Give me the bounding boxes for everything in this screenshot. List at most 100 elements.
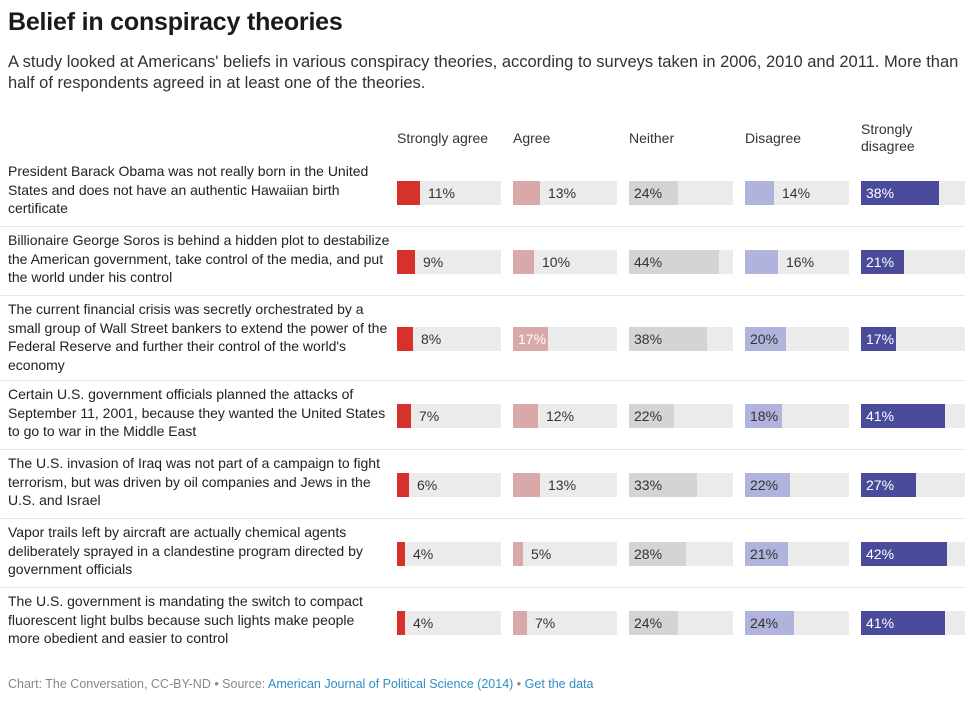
bar-track-agree: 10% [513, 250, 617, 274]
bar-agree [513, 611, 527, 635]
source-link[interactable]: American Journal of Political Science (2… [268, 677, 514, 691]
value-label-neither: 33% [634, 477, 663, 493]
bar-track-strongly-disagree: 41% [861, 611, 965, 635]
bar-disagree [745, 473, 790, 497]
bar-track-agree: 5% [513, 542, 617, 566]
chart-subtitle: A study looked at Americans' beliefs in … [8, 53, 959, 92]
bar-strongly-agree [397, 473, 409, 497]
bar-strongly-disagree [861, 250, 904, 274]
bar-strongly-disagree [861, 542, 947, 566]
bar-track-neither: 24% [629, 611, 733, 635]
bar-track-neither: 22% [629, 404, 733, 428]
value-label-strongly-agree: 6% [417, 477, 438, 493]
value-label-disagree: 20% [750, 331, 779, 347]
column-header-disagree: Disagree [745, 130, 802, 146]
row-label: Certain U.S. government officials planne… [8, 386, 386, 439]
bar-neither [629, 404, 674, 428]
footer-separator: • [513, 677, 525, 691]
chart-footer: Chart: The Conversation, CC-BY-ND • Sour… [8, 677, 593, 691]
bar-track-agree: 17% [513, 327, 617, 351]
value-label-strongly-agree: 8% [421, 331, 442, 347]
bar-strongly-disagree [861, 611, 945, 635]
row-label: The U.S. government is mandating the swi… [8, 593, 363, 646]
get-the-data-link[interactable]: Get the data [524, 677, 594, 691]
bar-track-disagree: 16% [745, 250, 849, 274]
value-label-agree: 13% [548, 477, 577, 493]
bar-strongly-agree [397, 250, 415, 274]
bar-neither [629, 473, 697, 497]
bar-track-agree: 13% [513, 473, 617, 497]
bar-strongly-disagree [861, 181, 939, 205]
value-label-disagree: 24% [750, 615, 779, 631]
bar-disagree [745, 404, 782, 428]
bar-track-neither: 28% [629, 542, 733, 566]
value-label-strongly-disagree: 41% [866, 615, 895, 631]
bar-strongly-disagree [861, 404, 945, 428]
bar-track-disagree: 18% [745, 404, 849, 428]
bar-strongly-disagree [861, 473, 916, 497]
bar-track-disagree: 24% [745, 611, 849, 635]
bar-neither [629, 611, 678, 635]
bar-track-agree: 12% [513, 404, 617, 428]
row-divider [0, 380, 965, 381]
bar-track-neither: 24% [629, 181, 733, 205]
bar-track-strongly-agree: 9% [397, 250, 501, 274]
bar-track-neither: 38% [629, 327, 733, 351]
bar-track-disagree: 21% [745, 542, 849, 566]
bar-strongly-agree [397, 542, 405, 566]
bar-strongly-agree [397, 327, 413, 351]
bar-track-strongly-disagree: 41% [861, 404, 965, 428]
value-label-disagree: 22% [750, 477, 779, 493]
value-label-strongly-disagree: 42% [866, 546, 895, 562]
chart-row: Billionaire George Soros is behind a hid… [0, 227, 980, 296]
bar-track-neither: 44% [629, 250, 733, 274]
bar-agree [513, 250, 534, 274]
row-divider [0, 518, 965, 519]
row-label: The current financial crisis was secretl… [8, 301, 388, 373]
bar-track-strongly-agree: 11% [397, 181, 501, 205]
value-label-agree: 10% [542, 254, 571, 270]
value-label-disagree: 16% [786, 254, 815, 270]
value-label-neither: 24% [634, 185, 663, 201]
bar-strongly-disagree [861, 327, 896, 351]
chart-row: Certain U.S. government officials planne… [0, 381, 980, 450]
value-label-disagree: 18% [750, 408, 779, 424]
row-divider [0, 449, 965, 450]
column-header-strongly-disagree: Strongly disagree [861, 121, 915, 154]
bar-disagree [745, 327, 786, 351]
value-label-strongly-disagree: 17% [866, 331, 895, 347]
row-divider [0, 295, 965, 296]
value-label-neither: 44% [634, 254, 663, 270]
value-label-neither: 24% [634, 615, 663, 631]
bar-strongly-agree [397, 404, 411, 428]
bar-disagree [745, 542, 788, 566]
value-label-strongly-agree: 9% [423, 254, 444, 270]
bar-track-agree: 7% [513, 611, 617, 635]
footer-credit: Chart: The Conversation, CC-BY-ND • Sour… [8, 677, 269, 691]
column-header-neither: Neither [629, 130, 675, 146]
bar-neither [629, 327, 707, 351]
value-label-disagree: 14% [782, 185, 811, 201]
bar-disagree [745, 250, 778, 274]
row-label: Vapor trails left by aircraft are actual… [8, 524, 363, 577]
value-label-agree: 17% [518, 331, 547, 347]
column-header-agree: Agree [513, 130, 551, 146]
bar-track-strongly-disagree: 42% [861, 542, 965, 566]
bar-track-strongly-agree: 4% [397, 542, 501, 566]
value-label-disagree: 21% [750, 546, 779, 562]
chart-row: The U.S. government is mandating the swi… [0, 588, 980, 657]
value-label-agree: 5% [531, 546, 552, 562]
row-label: Billionaire George Soros is behind a hid… [8, 232, 390, 285]
column-header-strongly-agree: Strongly agree [397, 130, 489, 146]
bar-agree [513, 473, 540, 497]
value-label-agree: 7% [535, 615, 556, 631]
bar-track-neither: 33% [629, 473, 733, 497]
value-label-strongly-disagree: 27% [866, 477, 895, 493]
bar-track-strongly-disagree: 27% [861, 473, 965, 497]
value-label-neither: 28% [634, 546, 663, 562]
chart-title: Belief in conspiracy theories [8, 8, 343, 36]
value-label-agree: 12% [546, 408, 575, 424]
value-label-strongly-agree: 4% [413, 546, 434, 562]
bar-track-disagree: 20% [745, 327, 849, 351]
row-label: The U.S. invasion of Iraq was not part o… [8, 455, 380, 508]
